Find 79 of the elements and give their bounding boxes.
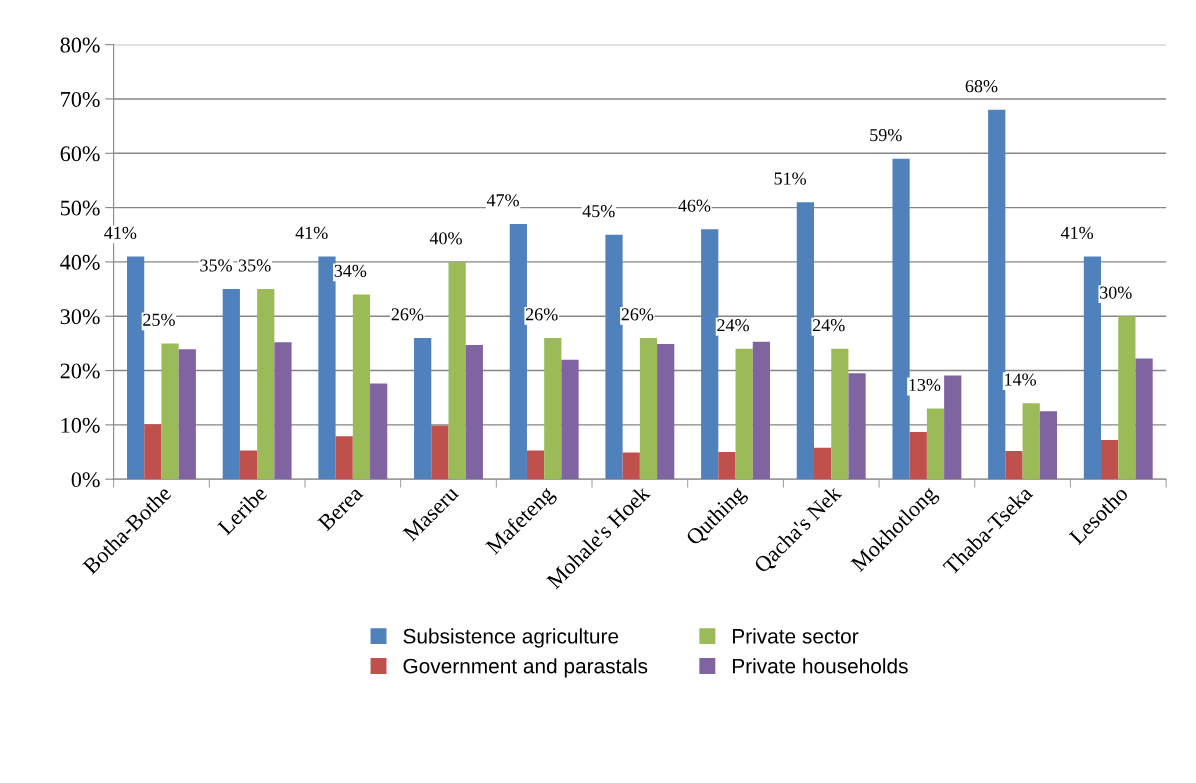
bar — [1135, 358, 1153, 480]
data-label: 45% — [582, 205, 615, 218]
bar — [988, 109, 1006, 480]
data-label: 26% — [621, 308, 654, 321]
bar — [831, 348, 849, 480]
bar — [926, 408, 945, 480]
bar — [848, 373, 866, 480]
data-label: 26% — [525, 308, 558, 321]
bar — [639, 337, 658, 480]
data-label: 41% — [104, 226, 137, 239]
y-tick-label: 10% — [61, 417, 100, 433]
bar — [657, 343, 675, 480]
bar — [909, 431, 927, 480]
data-label: 30% — [1100, 286, 1132, 299]
data-label: 14% — [1005, 373, 1037, 386]
bar — [701, 229, 719, 480]
data-label: 68% — [965, 80, 998, 93]
bar — [448, 261, 466, 480]
bar — [239, 450, 258, 480]
data-label: 59% — [870, 128, 902, 142]
data-label: 13% — [909, 378, 941, 392]
data-label: 51% — [774, 172, 807, 185]
bar — [465, 345, 483, 480]
y-tick-label: 50% — [60, 200, 100, 216]
legend-label: Government and parastals — [403, 658, 648, 678]
bar — [144, 424, 162, 480]
bar — [335, 436, 353, 480]
bar — [431, 425, 449, 480]
bar — [526, 450, 545, 480]
data-label: 35% — [238, 259, 271, 272]
bar — [318, 256, 336, 480]
legend-label: Private households — [733, 658, 908, 674]
data-label: 24% — [812, 319, 845, 332]
bar — [1039, 411, 1058, 480]
bar — [257, 289, 275, 480]
bar — [735, 348, 753, 480]
y-tick-label: 40% — [60, 254, 100, 270]
bar — [622, 452, 640, 480]
bar — [944, 375, 962, 480]
bar — [544, 337, 562, 480]
y-tick-label: 0% — [71, 472, 100, 488]
bar — [796, 202, 814, 480]
bar — [892, 158, 910, 480]
y-tick-label: 60% — [60, 146, 100, 162]
y-tick-label: 80% — [60, 37, 100, 53]
y-tick-label: 30% — [60, 309, 100, 325]
bar — [352, 294, 371, 480]
legend-label: Subsistence agriculture — [403, 628, 619, 648]
bar — [222, 289, 240, 480]
bar — [561, 359, 579, 480]
y-tick-label: 20% — [60, 363, 100, 379]
data-label: 41% — [295, 226, 328, 239]
data-label: 26% — [391, 308, 424, 321]
bar — [509, 223, 527, 480]
bar — [752, 341, 770, 480]
data-label: 40% — [429, 232, 462, 245]
bar — [274, 342, 292, 480]
bar — [814, 447, 832, 480]
bar — [127, 256, 145, 480]
bar — [1101, 440, 1119, 480]
bar — [1083, 256, 1102, 480]
bar — [161, 343, 179, 480]
legend-label: Private sector — [733, 628, 859, 644]
bar — [178, 349, 196, 480]
data-label: 25% — [143, 313, 175, 326]
data-label: 35% — [200, 259, 232, 272]
bar — [370, 383, 388, 480]
bar — [414, 337, 432, 480]
bar — [1118, 316, 1136, 480]
data-label: 34% — [334, 264, 367, 278]
data-label: 41% — [1060, 226, 1094, 239]
data-label: 46% — [678, 199, 711, 212]
bar — [718, 452, 736, 480]
bar — [605, 234, 623, 480]
bar — [1022, 403, 1040, 480]
data-label: 24% — [717, 319, 749, 332]
y-tick-label: 70% — [61, 91, 100, 107]
data-label: 47% — [486, 194, 519, 207]
bar — [1005, 450, 1023, 480]
